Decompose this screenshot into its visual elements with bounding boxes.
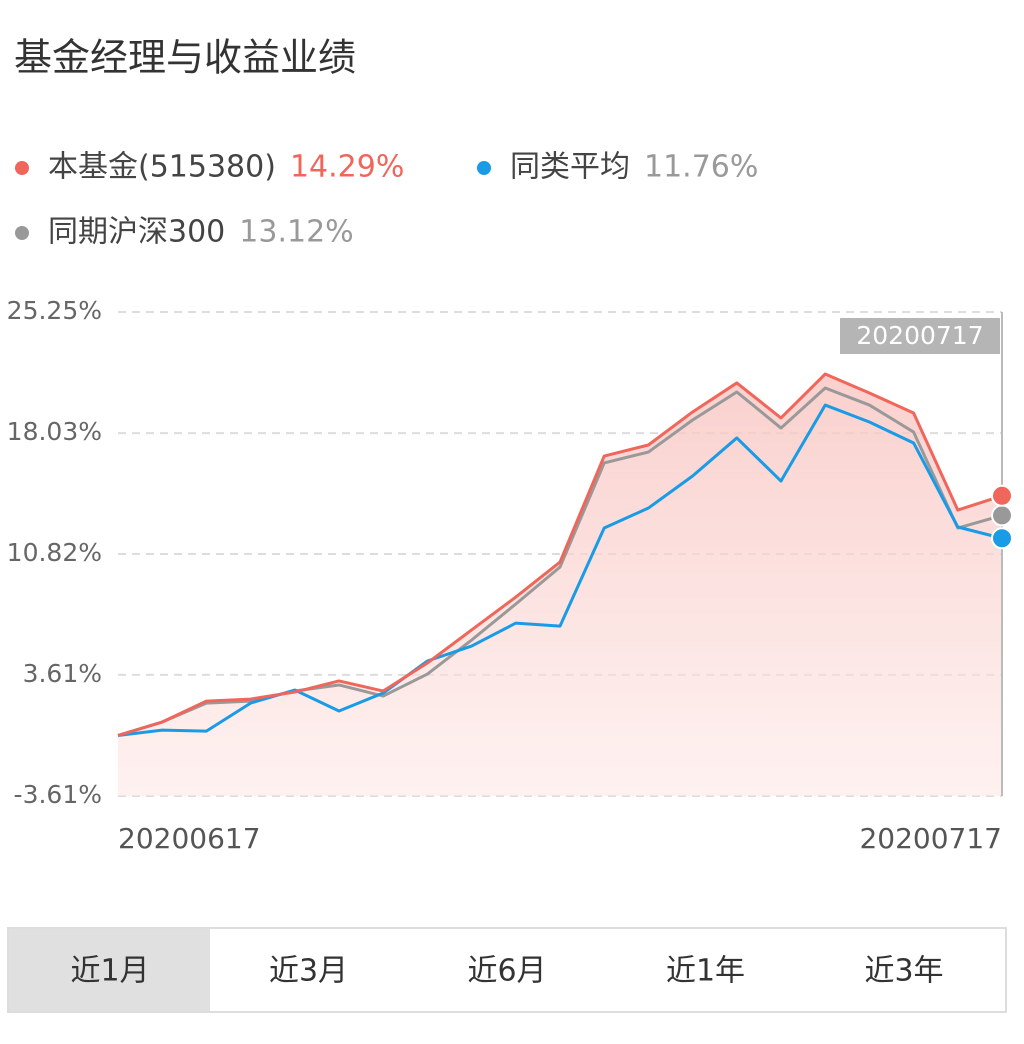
legend-name: 同期沪深300 xyxy=(48,215,225,250)
end-point xyxy=(991,484,1013,507)
legend-dot xyxy=(15,161,29,175)
tab-label[interactable]: 近6月 xyxy=(467,954,546,989)
y-tick-label: 3.61% xyxy=(23,659,102,688)
y-tick-label: 10.82% xyxy=(7,538,102,567)
legend-name: 同类平均 xyxy=(510,150,630,185)
tooltip-label: 20200717 xyxy=(856,321,983,350)
tab-label[interactable]: 近1月 xyxy=(70,954,149,989)
y-tick-label: 25.25% xyxy=(7,296,102,325)
legend-value: 14.29% xyxy=(290,150,404,185)
page-title: 基金经理与收益业绩 xyxy=(14,36,356,80)
legend-dot xyxy=(15,226,29,240)
end-point xyxy=(991,527,1013,550)
tab-label[interactable]: 近3月 xyxy=(269,954,348,989)
tooltip-box xyxy=(840,318,1000,354)
y-tick-label: 18.03% xyxy=(7,417,102,446)
legend-name: 本基金(515380) xyxy=(48,150,276,185)
series-line xyxy=(117,372,1003,737)
end-point xyxy=(991,504,1013,527)
x-tick-label: 20200717 xyxy=(859,822,1002,855)
x-tick-label: 20200617 xyxy=(118,822,261,855)
series-line xyxy=(117,403,1003,737)
legend-value: 13.12% xyxy=(239,215,353,250)
tab-label[interactable]: 近3年 xyxy=(864,954,943,989)
tab-selected-bg xyxy=(9,929,210,1011)
tab-label[interactable]: 近1年 xyxy=(666,954,745,989)
legend-dot xyxy=(477,161,491,175)
legend-value: 11.76% xyxy=(644,150,758,185)
y-tick-label: -3.61% xyxy=(14,780,102,809)
area-fill xyxy=(118,374,1002,796)
